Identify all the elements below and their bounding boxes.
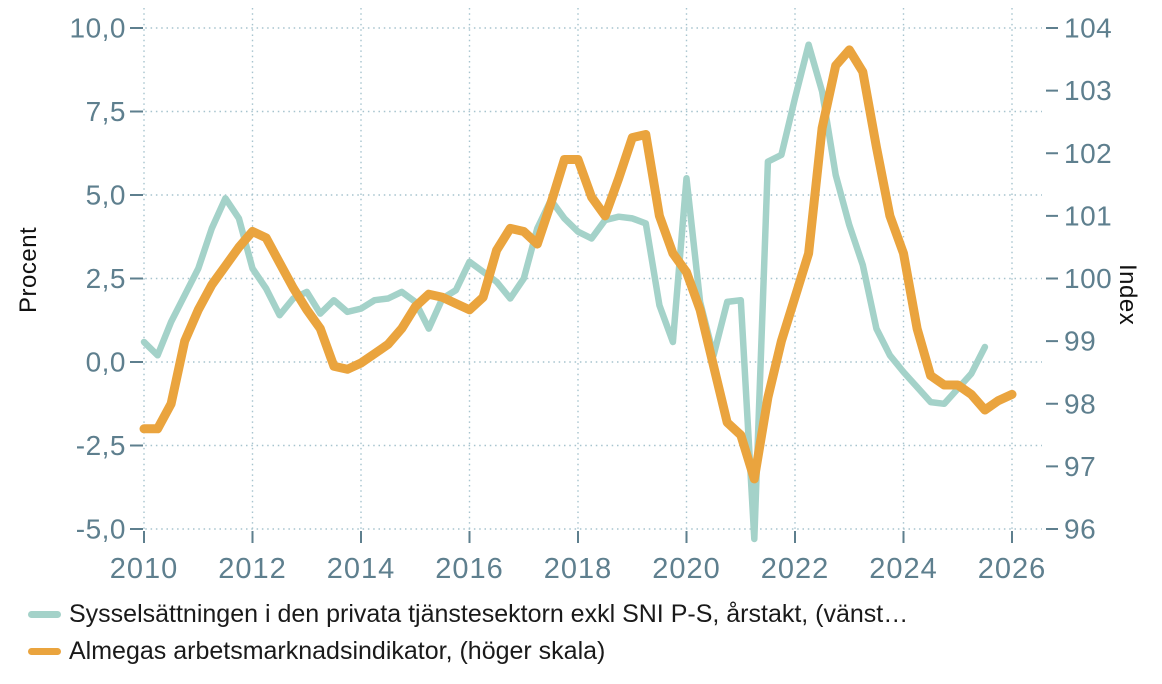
left-tick-label: 10,0: [70, 13, 127, 44]
right-tick-label: 104: [1064, 13, 1112, 44]
left-tick-label: -2,5: [76, 430, 126, 461]
legend-swatch-employment: [28, 610, 61, 618]
x-tick-label: 2026: [978, 553, 1047, 585]
x-tick-label: 2024: [869, 553, 938, 585]
right-axis-title: Index: [1114, 264, 1141, 326]
left-axis-title: Procent: [15, 226, 42, 314]
dual-axis-line-chart: 10,0 7,5 5,0 2,5 0,0 -2,5 -5,0 104 103 102 101 100 9…: [70, 8, 1112, 585]
x-tick-label: 2020: [652, 553, 721, 585]
right-tick-label: 99: [1064, 326, 1096, 357]
legend: Sysselsättningen i den privata tjänstese…: [28, 599, 908, 666]
legend-swatch-indicator: [28, 647, 61, 655]
left-tick-label: -5,0: [76, 514, 126, 545]
left-tick-label: 7,5: [86, 96, 126, 127]
x-tick-label: 2016: [435, 553, 504, 585]
legend-label-employment: Sysselsättningen i den privata tjänstese…: [69, 600, 909, 628]
x-tick-label: 2022: [761, 553, 830, 585]
right-tick-label: 100: [1064, 263, 1112, 294]
series-line-indicator: [139, 45, 1017, 484]
right-tick-label: 101: [1064, 200, 1112, 231]
legend-item-employment: Sysselsättningen i den privata tjänstese…: [28, 599, 908, 629]
series-line-employment: [140, 41, 989, 543]
x-tick-label: 2012: [218, 553, 287, 585]
right-tick-label: 103: [1064, 75, 1112, 106]
left-tick-label: 5,0: [86, 180, 126, 211]
right-tick-label: 96: [1064, 514, 1096, 545]
left-tick-label: 2,5: [86, 263, 126, 294]
x-tick-label: 2010: [110, 553, 179, 585]
right-tick-label: 102: [1064, 138, 1112, 169]
x-tick-label: 2014: [327, 553, 396, 585]
legend-item-indicator: Almegas arbetsmarknadsindikator, (höger …: [28, 636, 908, 666]
right-tick-label: 98: [1064, 388, 1096, 419]
legend-label-indicator: Almegas arbetsmarknadsindikator, (höger …: [69, 637, 606, 665]
left-tick-label: 0,0: [86, 347, 126, 378]
right-tick-label: 97: [1064, 451, 1096, 482]
x-tick-label: 2018: [544, 553, 613, 585]
